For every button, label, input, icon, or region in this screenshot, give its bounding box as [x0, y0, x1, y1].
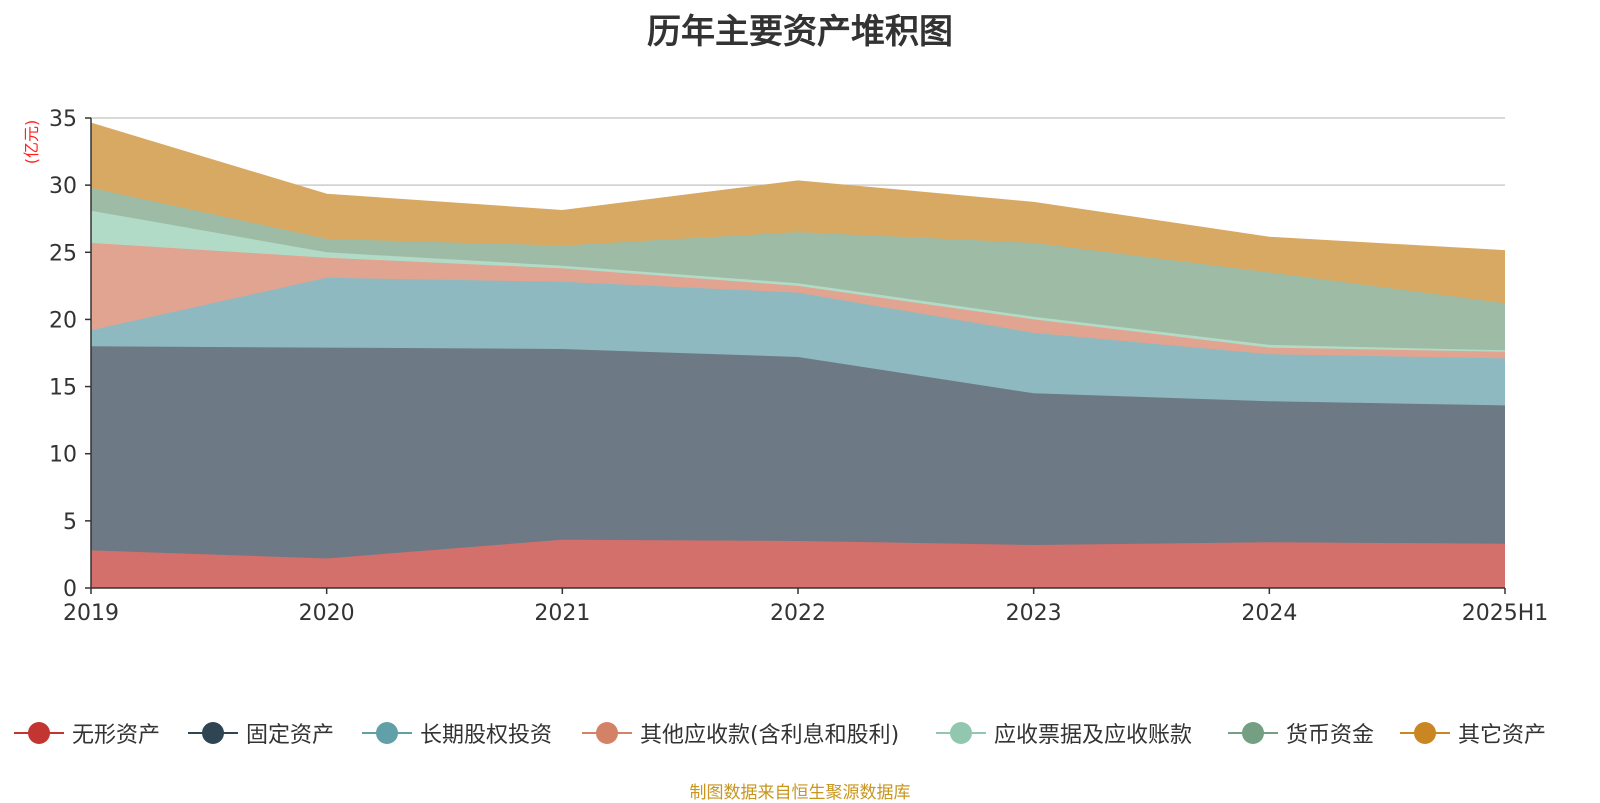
legend-marker: [188, 718, 238, 748]
legend-marker: [14, 718, 64, 748]
y-tick-label: 5: [63, 510, 77, 535]
area-series-6: [91, 123, 1505, 304]
x-tick-label: 2019: [63, 601, 119, 626]
x-tick-label: 2021: [534, 601, 590, 626]
y-axis-label: (亿元): [22, 120, 41, 165]
legend-marker: [1228, 718, 1278, 748]
area-series-3: [91, 242, 1505, 359]
legend-item-5[interactable]: 货币资金: [1228, 718, 1374, 748]
area-series-0: [91, 539, 1505, 588]
x-tick-label: 2022: [770, 601, 826, 626]
legend-marker: [362, 718, 412, 748]
x-tick-label: 2020: [299, 601, 355, 626]
legend-marker: [936, 718, 986, 748]
x-tick-label: 2025H1: [1462, 601, 1549, 626]
legend-marker: [1400, 718, 1450, 748]
axes: 0 5 10 15 20 25 30 35 2019 2020 2021 2022 2023 2024 20…: [49, 107, 1548, 626]
legend-label: 其他应收款(含利息和股利): [640, 723, 900, 748]
y-tick-label: 15: [49, 376, 77, 401]
y-tick-label: 20: [49, 308, 77, 333]
area-series-2: [91, 277, 1505, 406]
series-line-6: [90, 122, 1506, 252]
legend-label: 其它资产: [1458, 723, 1547, 748]
legend-marker: [582, 718, 632, 748]
legend-label: 长期股权投资: [420, 723, 553, 748]
area-series-1: [91, 346, 1505, 559]
legend: 无形资产 固定资产 长期股权投资 其他应收款(含利息和股利) 应收票据及应收账款 货币资金…: [0, 718, 1600, 758]
data-source-note: 制图数据来自恒生聚源数据库: [689, 783, 911, 803]
x-tick-label: 2023: [1006, 601, 1062, 626]
area-series-5: [91, 187, 1505, 351]
legend-item-0[interactable]: 无形资产: [14, 718, 160, 748]
legend-item-6[interactable]: 其它资产: [1400, 718, 1546, 748]
legend-item-1[interactable]: 固定资产: [188, 718, 334, 748]
legend-label: 无形资产: [72, 723, 161, 748]
x-tick-label: 2024: [1241, 601, 1297, 626]
legend-item-3[interactable]: 其他应收款(含利息和股利): [582, 718, 899, 748]
area-series: [90, 122, 1506, 588]
y-tick-label: 25: [49, 241, 77, 266]
y-tick-label: 10: [49, 443, 77, 468]
legend-label: 固定资产: [246, 723, 335, 748]
legend-item-4[interactable]: 应收票据及应收账款: [936, 718, 1192, 748]
chart-title: 历年主要资产堆积图: [647, 12, 953, 52]
legend-label: 应收票据及应收账款: [994, 723, 1193, 748]
y-tick-label: 0: [63, 577, 77, 602]
legend-label: 货币资金: [1286, 723, 1375, 748]
y-tick-label: 30: [49, 174, 77, 199]
y-tick-label: 35: [49, 107, 77, 132]
legend-item-2[interactable]: 长期股权投资: [362, 718, 552, 748]
